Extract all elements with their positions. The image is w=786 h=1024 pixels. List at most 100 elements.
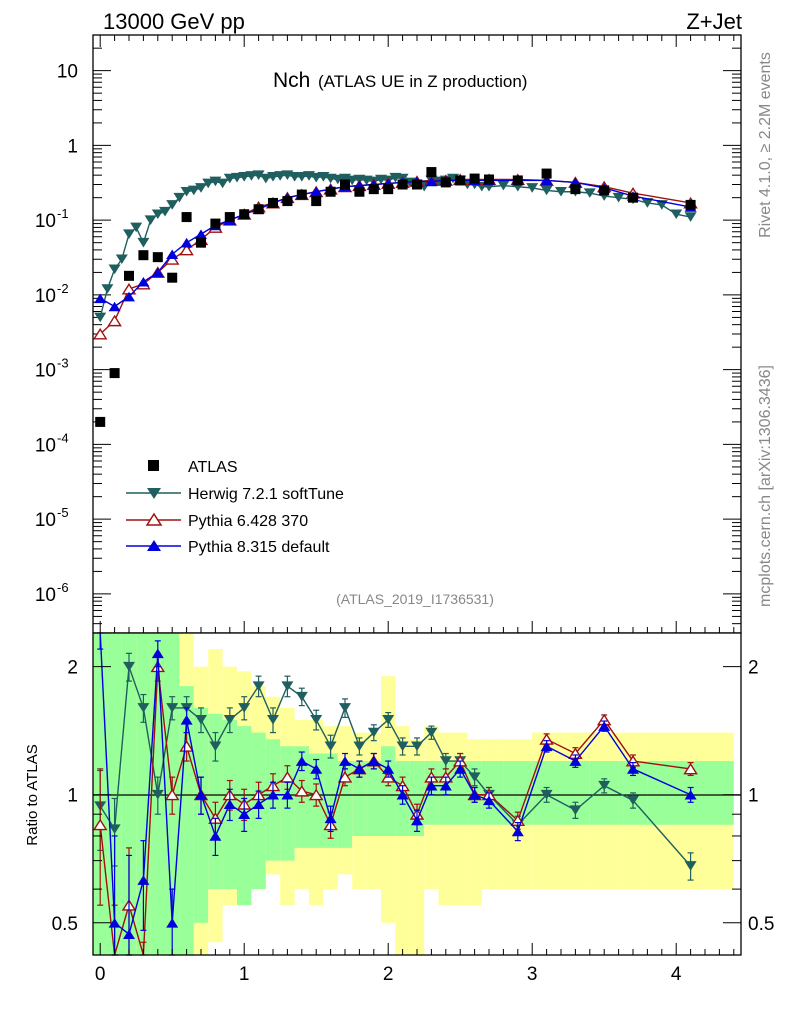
- herwig-point: [555, 186, 567, 197]
- py8-ratio-point: [295, 756, 308, 766]
- py6-point: [164, 253, 180, 265]
- ratio-band-inner: [323, 753, 338, 848]
- py8-ratio-point: [483, 795, 495, 806]
- legend-label-py6: Pythia 6.428 370: [188, 513, 308, 530]
- herwig-ratio-point: [468, 772, 481, 782]
- atlas-data-point: [152, 252, 163, 263]
- herwig-point: [195, 183, 207, 193]
- atlas-data-point: [268, 197, 278, 208]
- analysis-id: (ATLAS_2019_I1736531): [336, 591, 494, 607]
- py8-ratio-point: [511, 826, 524, 837]
- ratio-band-inner: [381, 746, 396, 836]
- ratio-band-inner: [179, 686, 194, 955]
- py8-ratio-point: [411, 815, 423, 826]
- ratio-series-group: [92, 632, 698, 956]
- x-tick-label: 0: [95, 964, 106, 985]
- herwig-point: [670, 209, 683, 220]
- y-tick-label: 1: [67, 136, 78, 157]
- py8-ratio-point: [108, 917, 121, 928]
- herwig-point: [173, 192, 186, 203]
- herwig-ratio-point: [540, 789, 553, 800]
- herwig-ratio-point: [684, 861, 697, 871]
- legend-marker-atlas: [148, 460, 159, 471]
- herwig-point: [115, 254, 128, 265]
- atlas-data-point: [455, 175, 466, 186]
- py8-ratio-point: [267, 789, 279, 800]
- herwig-ratio-point: [151, 789, 164, 800]
- atlas-data-point: [210, 218, 221, 229]
- py8-ratio-point: [627, 764, 639, 774]
- atlas-data-point: [368, 184, 379, 195]
- herwig-point: [331, 174, 344, 185]
- herwig-point: [223, 173, 236, 184]
- atlas-data-point: [383, 184, 394, 195]
- herwig-point: [159, 206, 171, 217]
- herwig-point: [526, 183, 539, 193]
- legend-label-herwig: Herwig 7.2.1 softTune: [188, 486, 344, 503]
- x-tick-label: 2: [383, 964, 394, 985]
- ratio-band-inner: [107, 633, 122, 955]
- py8-point: [180, 237, 193, 248]
- herwig-point: [641, 198, 654, 208]
- atlas-data-point: [239, 209, 250, 220]
- py8-ratio-point: [569, 756, 582, 766]
- herwig-point: [202, 178, 215, 189]
- ratio-tick-label-right: 1: [748, 786, 759, 807]
- atlas-data-point: [311, 196, 322, 207]
- x-tick-label: 4: [671, 964, 682, 985]
- py8-ratio-point: [339, 756, 351, 766]
- ratio-tick-label: 0.5: [52, 914, 78, 935]
- atlas-data-point: [181, 212, 192, 223]
- py8-ratio-point: [540, 741, 553, 752]
- herwig-point: [497, 180, 510, 191]
- y-tick-label-exponent: -3: [57, 356, 69, 371]
- ratio-band-inner: [366, 761, 381, 836]
- y-tick-label-exponent: -2: [57, 281, 69, 296]
- herwig-point: [94, 312, 107, 323]
- atlas-data-point: [469, 173, 480, 184]
- x-tick-label: 3: [527, 964, 538, 985]
- herwig-ratio-point: [238, 703, 251, 713]
- herwig-point: [187, 185, 200, 196]
- herwig-ratio-point: [209, 741, 222, 752]
- herwig-point: [245, 171, 258, 181]
- atlas-data-point: [397, 179, 408, 190]
- legend-entry-herwig: Herwig 7.2.1 softTune: [126, 486, 344, 503]
- herwig-point: [144, 215, 157, 225]
- py8-point: [137, 276, 150, 287]
- y-tick-label: 10: [35, 510, 56, 531]
- legend-marker-py8: [147, 540, 161, 551]
- herwig-ratio-point: [267, 715, 279, 725]
- atlas-data-point: [124, 270, 134, 281]
- herwig-ratio-point: [439, 756, 452, 766]
- herwig-ratio-point: [252, 681, 265, 691]
- y-tick-label: 10: [35, 435, 56, 456]
- py8-ratio-point: [123, 929, 135, 940]
- herwig-ratio-point: [396, 741, 409, 752]
- herwig-point: [684, 212, 697, 222]
- ratio-axis-ticks: 2 2 1 1 0.5 0.5: [52, 658, 775, 935]
- ratio-ylabel: Ratio to ATLAS: [24, 744, 41, 845]
- herwig-point: [130, 222, 143, 233]
- legend-entry-py8: Pythia 8.315 default: [126, 539, 330, 556]
- herwig-ratio-point: [367, 727, 380, 738]
- herwig-point: [346, 175, 359, 186]
- herwig-ratio-point: [339, 703, 351, 713]
- legend-label-atlas: ATLAS: [188, 459, 238, 476]
- herwig-ratio-point: [166, 703, 179, 713]
- atlas-data-point: [484, 174, 494, 185]
- atlas-data-point: [340, 179, 350, 190]
- py8-ratio-point: [252, 799, 265, 810]
- y-tick-label-exponent: -1: [57, 206, 69, 221]
- atlas-data-point: [196, 237, 206, 248]
- py8-ratio-point: [353, 764, 366, 774]
- py8-ratio-point: [209, 831, 222, 841]
- py8-ratio-point: [281, 789, 294, 800]
- mcplots-label: mcplots.cern.ch [arXiv:1306.3436]: [757, 365, 774, 607]
- py8-ratio-point: [310, 764, 323, 774]
- y-tick-label-exponent: -6: [57, 580, 69, 595]
- atlas-data-point: [138, 250, 149, 261]
- legend: ATLAS Herwig 7.2.1 softTune Pythia 6.428…: [126, 459, 344, 556]
- herwig-ratio-point: [425, 727, 438, 738]
